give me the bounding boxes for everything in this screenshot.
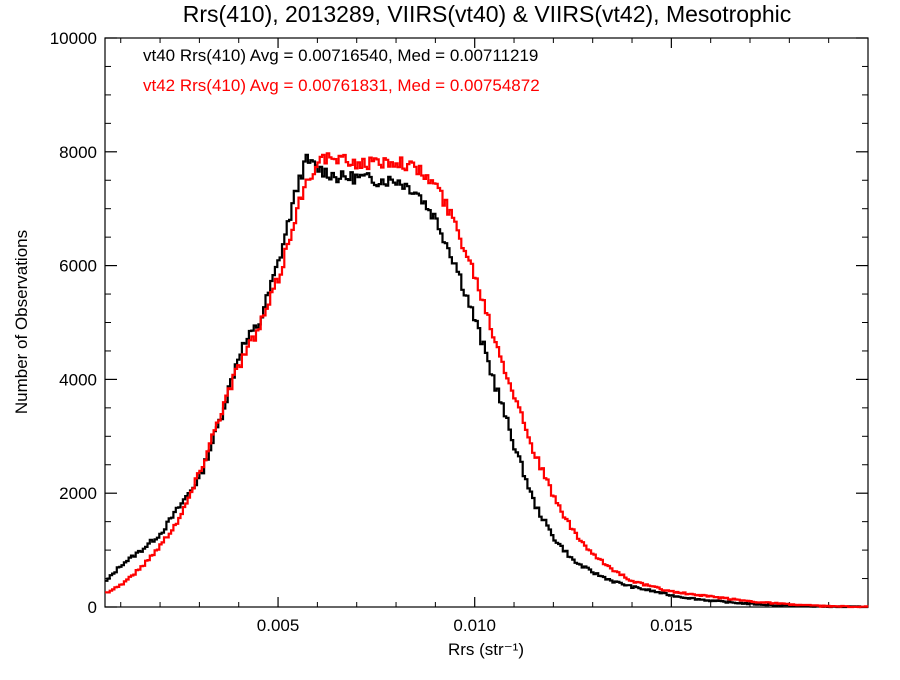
series-layer <box>105 152 869 609</box>
x-tick-label: 0.005 <box>257 616 300 635</box>
histogram-series-0 <box>105 153 869 609</box>
chart-title: Rrs(410), 2013289, VIIRS(vt40) & VIIRS(v… <box>183 1 791 27</box>
annotation-vt40: vt40 Rrs(410) Avg = 0.00716540, Med = 0.… <box>143 46 538 65</box>
y-tick-label: 0 <box>88 598 97 617</box>
y-tick-label: 10000 <box>50 29 97 48</box>
y-tick-label: 8000 <box>59 143 97 162</box>
x-axis-label: Rrs (str⁻¹) <box>448 640 524 659</box>
y-tick-label: 4000 <box>59 370 97 389</box>
plot-border <box>104 37 869 608</box>
x-tick-label: 0.010 <box>453 616 496 635</box>
y-axis: 0 2000 4000 6000 8000 10000 <box>50 29 868 617</box>
x-axis: 0.005 0.010 0.015 <box>120 38 830 635</box>
y-tick-label: 6000 <box>59 257 97 276</box>
y-axis-label: Number of Observations <box>12 230 31 414</box>
annotation-vt42: vt42 Rrs(410) Avg = 0.00761831, Med = 0.… <box>143 76 540 95</box>
y-tick-label: 2000 <box>59 484 97 503</box>
histogram-series-1 <box>105 152 869 609</box>
x-tick-label: 0.015 <box>650 616 693 635</box>
plot-frame <box>104 37 869 608</box>
